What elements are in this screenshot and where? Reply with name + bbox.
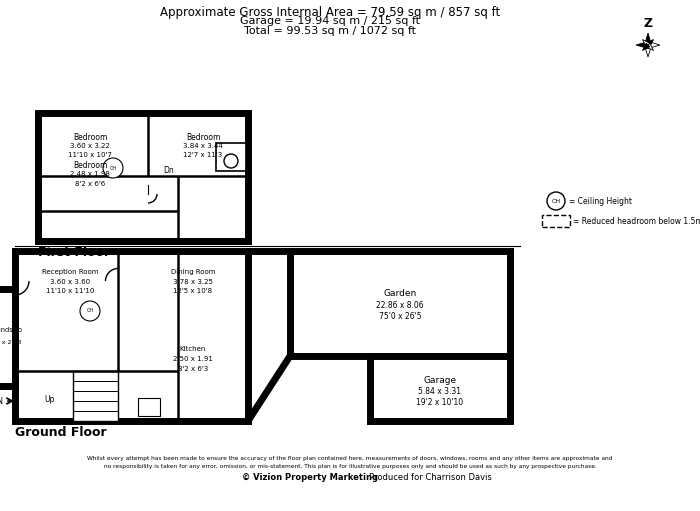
Polygon shape [646, 39, 654, 47]
Circle shape [103, 158, 123, 178]
Text: 12'5 x 10'8: 12'5 x 10'8 [174, 288, 213, 294]
Text: 6.91 x 22'8: 6.91 x 22'8 [0, 340, 21, 345]
Text: 75'0 x 26'5: 75'0 x 26'5 [379, 312, 421, 321]
Text: Bedroom: Bedroom [73, 133, 107, 142]
Polygon shape [645, 33, 652, 45]
Text: 22.86 x 8.06: 22.86 x 8.06 [376, 301, 424, 310]
Text: 11'10 x 11'10: 11'10 x 11'10 [46, 288, 94, 294]
Text: 3.60 x 3.60: 3.60 x 3.60 [50, 279, 90, 285]
Text: Reception Room: Reception Room [42, 269, 98, 275]
Text: 12'7 x 11'3: 12'7 x 11'3 [183, 152, 223, 158]
Text: First Floor: First Floor [38, 246, 110, 259]
Text: Produced for Charrison Davis: Produced for Charrison Davis [369, 473, 491, 482]
Text: Extends To: Extends To [0, 327, 22, 333]
Polygon shape [643, 39, 650, 47]
Text: Garage: Garage [424, 376, 456, 385]
Text: 3.60 x 3.22: 3.60 x 3.22 [70, 143, 110, 149]
Text: Dining Room: Dining Room [171, 269, 216, 275]
Polygon shape [645, 45, 652, 57]
Bar [73, 371, 118, 421]
Text: Garden: Garden [384, 289, 416, 298]
Text: Whilst every attempt has been made to ensure the accuracy of the floor plan cont: Whilst every attempt has been made to en… [88, 456, 612, 461]
Text: 5.84 x 3.31: 5.84 x 3.31 [419, 387, 461, 396]
Bar [370, 356, 510, 421]
Polygon shape [648, 41, 660, 49]
Text: CH: CH [86, 309, 94, 314]
Text: CH: CH [552, 198, 561, 203]
Bar [370, 356, 510, 421]
Bar [290, 251, 510, 356]
Text: Bedroom: Bedroom [73, 161, 107, 170]
Text: Z: Z [643, 17, 652, 30]
Text: 2.48 x 1.98: 2.48 x 1.98 [70, 171, 110, 177]
Bar [216, 143, 246, 171]
Bar [38, 113, 248, 241]
Bar [15, 251, 248, 421]
Circle shape [547, 192, 565, 210]
Polygon shape [643, 43, 650, 51]
Text: Ground Floor: Ground Floor [15, 426, 106, 439]
Text: Total = 99.53 sq m / 1072 sq ft: Total = 99.53 sq m / 1072 sq ft [244, 26, 416, 36]
Bar [542, 215, 570, 227]
Text: 8'2 x 6'6: 8'2 x 6'6 [75, 181, 105, 187]
Polygon shape [646, 43, 654, 51]
Text: = Reduced headroom below 1.5m / 5’0: = Reduced headroom below 1.5m / 5’0 [573, 217, 700, 225]
Bar [138, 398, 160, 416]
Circle shape [80, 301, 100, 321]
Text: Garage = 19.94 sq m / 215 sq ft: Garage = 19.94 sq m / 215 sq ft [240, 16, 420, 26]
Bar [38, 113, 248, 241]
Text: Dn: Dn [163, 166, 174, 175]
Text: 2.50 x 1.91: 2.50 x 1.91 [173, 356, 213, 362]
Text: 3.84 x 3.44: 3.84 x 3.44 [183, 143, 223, 149]
Text: Approximate Gross Internal Area = 79.59 sq m / 857 sq ft: Approximate Gross Internal Area = 79.59 … [160, 6, 500, 19]
Text: 8'2 x 6'3: 8'2 x 6'3 [178, 366, 208, 372]
Circle shape [224, 154, 238, 168]
Text: 19'2 x 10'10: 19'2 x 10'10 [416, 398, 463, 407]
Text: © Vizion Property Marketing: © Vizion Property Marketing [242, 473, 378, 482]
Bar [15, 251, 248, 421]
Text: = Ceiling Height: = Ceiling Height [569, 197, 632, 205]
Text: IN: IN [0, 397, 3, 406]
Text: CH: CH [109, 166, 117, 171]
Text: no responsibility is taken for any error, omission, or mis-statement. This plan : no responsibility is taken for any error… [104, 464, 596, 469]
Polygon shape [636, 41, 648, 49]
Text: 11'10 x 10'7: 11'10 x 10'7 [68, 152, 112, 158]
Text: Up: Up [45, 394, 55, 404]
Bar [290, 251, 510, 356]
Text: Bedroom: Bedroom [186, 133, 220, 142]
Text: Kitchen: Kitchen [180, 346, 206, 352]
Text: 3.78 x 3.25: 3.78 x 3.25 [173, 279, 213, 285]
Bar [0, 289, 15, 386]
